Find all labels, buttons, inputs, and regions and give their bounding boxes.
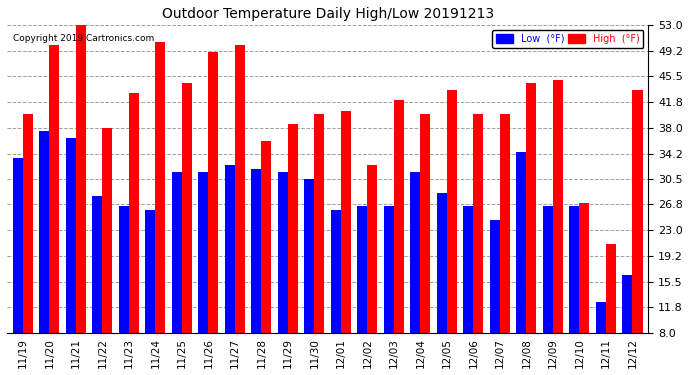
Bar	[146, 210, 155, 333]
Bar	[341, 111, 351, 333]
Bar	[437, 193, 447, 333]
Bar	[420, 114, 431, 333]
Bar	[288, 124, 298, 333]
Bar	[225, 165, 235, 333]
Bar	[208, 52, 219, 333]
Bar	[50, 45, 59, 333]
Bar	[13, 159, 23, 333]
Bar	[172, 172, 182, 333]
Bar	[367, 165, 377, 333]
Bar	[622, 275, 633, 333]
Bar	[500, 114, 510, 333]
Bar	[633, 90, 642, 333]
Bar	[473, 114, 484, 333]
Bar	[304, 179, 315, 333]
Bar	[198, 172, 208, 333]
Bar	[278, 172, 288, 333]
Bar	[331, 210, 341, 333]
Bar	[394, 100, 404, 333]
Bar	[569, 207, 580, 333]
Bar	[411, 172, 420, 333]
Bar	[447, 90, 457, 333]
Bar	[606, 244, 616, 333]
Bar	[464, 207, 473, 333]
Bar	[315, 114, 324, 333]
Bar	[235, 45, 245, 333]
Bar	[384, 207, 394, 333]
Bar	[119, 207, 129, 333]
Bar	[543, 207, 553, 333]
Bar	[596, 302, 606, 333]
Bar	[39, 131, 50, 333]
Bar	[102, 128, 112, 333]
Bar	[76, 21, 86, 333]
Bar	[490, 220, 500, 333]
Text: Copyright 2019 Cartronics.com: Copyright 2019 Cartronics.com	[13, 34, 155, 43]
Bar	[262, 141, 271, 333]
Bar	[580, 203, 589, 333]
Bar	[357, 207, 367, 333]
Bar	[251, 169, 262, 333]
Legend: Low  (°F), High  (°F): Low (°F), High (°F)	[492, 30, 644, 48]
Bar	[129, 93, 139, 333]
Bar	[182, 83, 192, 333]
Bar	[23, 114, 33, 333]
Bar	[553, 80, 563, 333]
Bar	[155, 42, 166, 333]
Title: Outdoor Temperature Daily High/Low 20191213: Outdoor Temperature Daily High/Low 20191…	[161, 7, 494, 21]
Bar	[92, 196, 102, 333]
Bar	[516, 152, 526, 333]
Bar	[66, 138, 76, 333]
Bar	[526, 83, 537, 333]
